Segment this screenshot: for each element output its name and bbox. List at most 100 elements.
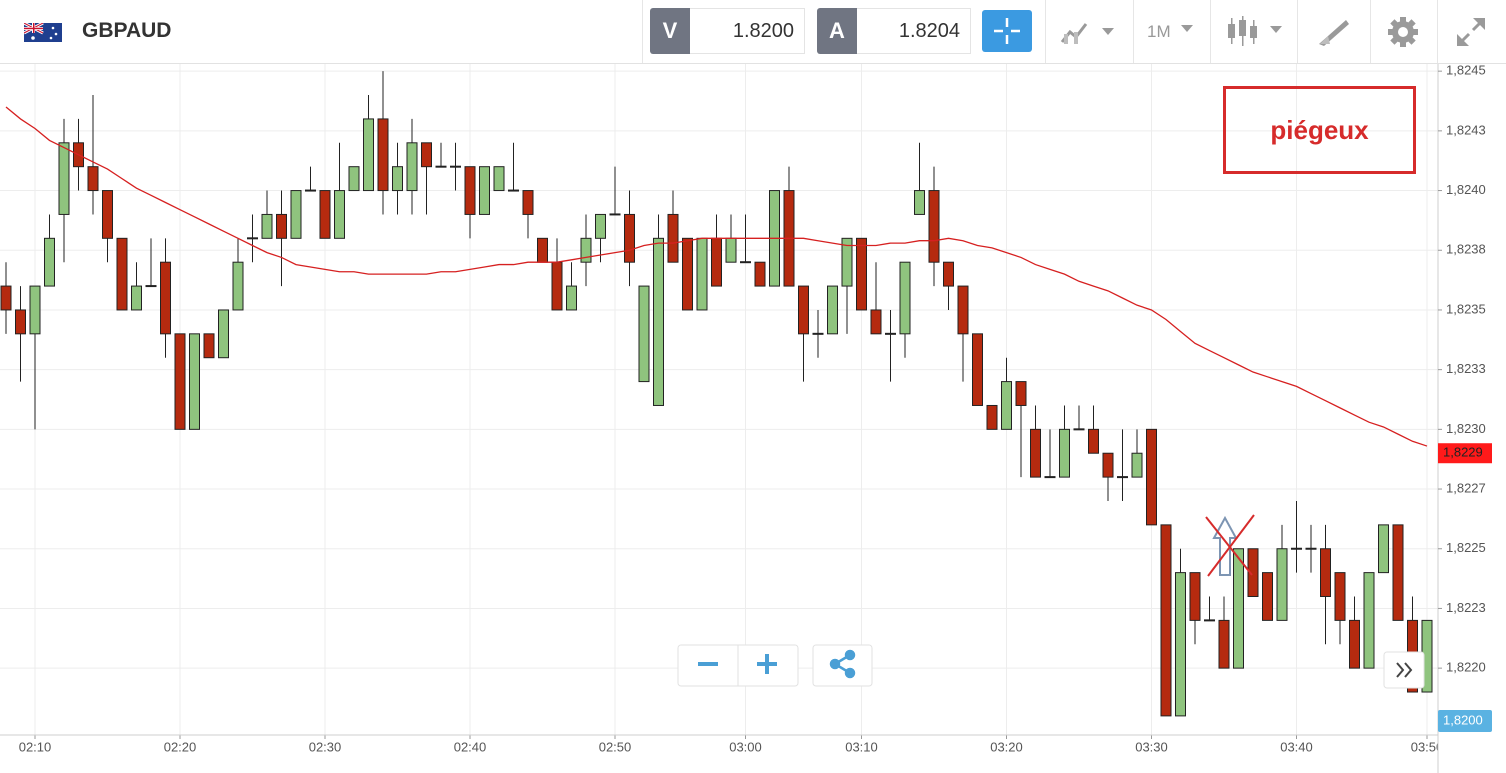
y-tick-label: 1,8227 xyxy=(1446,480,1486,495)
candle-body xyxy=(232,261,244,311)
candle-body xyxy=(1160,524,1172,717)
x-tick-label: 03:40 xyxy=(1280,739,1313,754)
candle-body xyxy=(406,142,418,192)
candle-body xyxy=(595,213,606,239)
y-tick-label: 1,8240 xyxy=(1446,182,1486,197)
y-tick-label: 1,8233 xyxy=(1446,361,1486,376)
candle-body xyxy=(1392,524,1404,621)
candle-body xyxy=(870,309,882,335)
candle-body xyxy=(928,190,940,263)
candle-body xyxy=(1175,572,1186,717)
share-button[interactable] xyxy=(812,644,873,687)
zoom-in[interactable] xyxy=(757,654,777,674)
separator xyxy=(1133,0,1134,63)
candle-body xyxy=(29,285,41,335)
y-tick-label: 1,8238 xyxy=(1446,242,1486,257)
buy-label[interactable]: A xyxy=(817,8,857,54)
candle-body xyxy=(174,333,186,430)
candle-body xyxy=(740,261,751,264)
candle-body xyxy=(1204,619,1215,622)
candle-body xyxy=(1001,381,1012,430)
candle-body xyxy=(276,213,287,239)
candle-body xyxy=(841,237,853,287)
toolbar: GBPAUD V 1.8200 A 1.8204 1M xyxy=(0,0,1506,64)
candle-body xyxy=(1117,476,1128,479)
candle-body xyxy=(914,190,925,215)
candle-body xyxy=(522,190,534,215)
candle-body xyxy=(1233,548,1244,669)
x-tick-label: 03:00 xyxy=(729,739,762,754)
candle-body xyxy=(812,332,824,335)
candle-body xyxy=(1146,428,1157,526)
candle-body xyxy=(827,285,838,335)
candle-body xyxy=(87,166,99,192)
candle-body xyxy=(1262,572,1273,621)
candle-body xyxy=(377,118,389,192)
candle-body xyxy=(261,213,273,239)
candle-body xyxy=(1320,548,1331,598)
candle-body xyxy=(899,261,911,335)
candle-body xyxy=(1030,428,1041,478)
candle-body xyxy=(1015,381,1027,406)
candle-body xyxy=(116,237,128,311)
candle-body xyxy=(15,309,26,335)
candle-body xyxy=(305,189,316,192)
price-axis: 1,8245 1,8243 1,8240 1,8238 1,8235 1,8233 1,82… xyxy=(1438,63,1492,732)
candle-type-button[interactable] xyxy=(1226,14,1288,50)
candle-body xyxy=(957,285,969,335)
x-tick-label: 02:30 xyxy=(309,739,342,754)
chart-type-button[interactable] xyxy=(1058,18,1122,46)
candle-body xyxy=(609,213,621,216)
candle-body xyxy=(1378,524,1389,574)
y-tick-label: 1,8235 xyxy=(1446,301,1486,316)
flag xyxy=(24,23,62,42)
candle-body xyxy=(247,237,258,240)
candle-body xyxy=(58,142,70,215)
candle-body xyxy=(1305,547,1317,550)
candle-body xyxy=(348,166,360,192)
candle-body xyxy=(479,166,490,215)
y-tick-label: 1,8243 xyxy=(1446,122,1486,137)
candle-body xyxy=(189,333,200,430)
zoom-controls xyxy=(677,644,1425,689)
candle-body xyxy=(537,237,548,263)
candle-body xyxy=(711,237,722,287)
candle-body xyxy=(1334,572,1346,621)
candle-body xyxy=(1291,547,1302,550)
candle-body xyxy=(638,285,650,383)
candle-body xyxy=(450,165,461,168)
buy-price[interactable]: 1.8204 xyxy=(857,8,971,54)
timeframe-caret xyxy=(1181,25,1193,32)
y-tick-label: 1,8223 xyxy=(1446,600,1486,615)
candle-body xyxy=(972,333,983,406)
draw-tool-button[interactable] xyxy=(1316,16,1352,48)
symbol: GBPAUD xyxy=(82,19,172,42)
sell-price[interactable]: 1.8200 xyxy=(690,8,805,54)
candle-body xyxy=(986,404,998,430)
candle-body xyxy=(435,165,447,168)
candle-body xyxy=(493,166,505,192)
sell-label[interactable]: V xyxy=(650,8,690,54)
candle-body xyxy=(667,213,679,263)
x-tick-label: 03:50 xyxy=(1411,739,1444,754)
separator xyxy=(1297,0,1298,63)
x-tick-label: 03:10 xyxy=(845,739,878,754)
candle-body xyxy=(1218,619,1230,669)
candle-body xyxy=(725,237,737,263)
timeframe[interactable]: 1M xyxy=(1147,22,1171,41)
x-tick-label: 02:20 xyxy=(164,739,197,754)
share-icon xyxy=(829,649,856,679)
candle-body xyxy=(203,333,215,359)
settings-button[interactable] xyxy=(1387,16,1419,48)
zoom-out[interactable] xyxy=(698,662,718,666)
y-tick-label: 1,8225 xyxy=(1446,540,1486,555)
fullscreen-button[interactable] xyxy=(1455,16,1487,48)
x-tick-label: 02:50 xyxy=(599,739,632,754)
y-tick-label: 1,8220 xyxy=(1446,660,1486,675)
candle-body xyxy=(754,261,766,287)
y-tick-label: 1,8245 xyxy=(1446,63,1486,78)
candle-body xyxy=(1247,548,1259,598)
crosshair-button[interactable] xyxy=(982,10,1032,52)
separator xyxy=(1370,0,1371,63)
